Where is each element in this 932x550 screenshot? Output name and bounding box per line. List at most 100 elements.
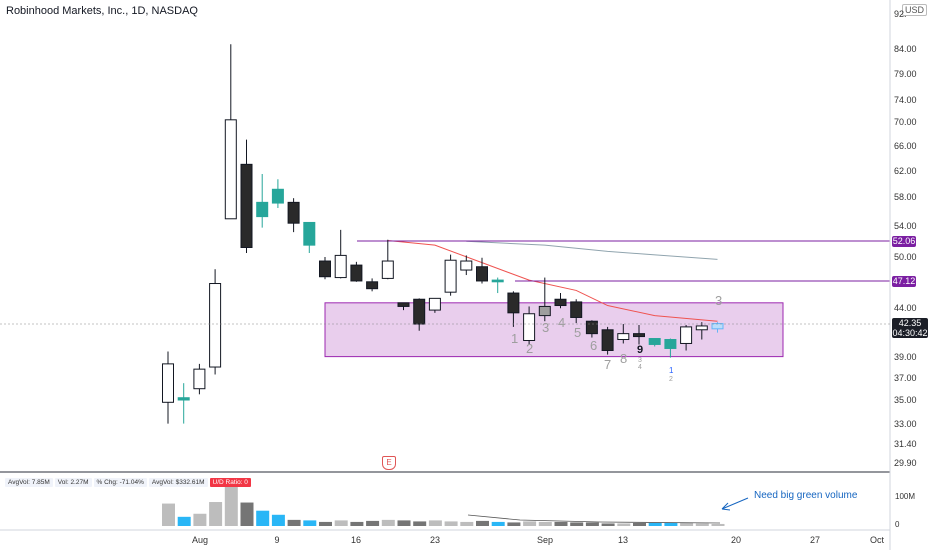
- volume-bar: [633, 522, 646, 526]
- level-tag-lower: 47.12: [892, 276, 916, 287]
- candle-body: [460, 260, 473, 271]
- price-tick-label: 92.: [894, 9, 907, 19]
- time-tick-label: 20: [730, 535, 742, 545]
- candle-body: [554, 298, 567, 307]
- moving-average-fast: [387, 240, 718, 322]
- td-count-setup-9: 9: [637, 344, 644, 356]
- td-count-label: 3: [715, 293, 723, 308]
- annotation-note[interactable]: Need big green volume: [754, 490, 858, 501]
- volume-bar: [303, 520, 317, 526]
- candle-body: [601, 329, 614, 351]
- candle-body: [695, 325, 708, 331]
- volume-bar: [585, 522, 599, 526]
- level-tag-upper: 52.06: [892, 236, 916, 247]
- td-count-label: 1: [511, 331, 519, 346]
- volume-bar: [287, 519, 301, 526]
- volume-bar: [554, 521, 568, 526]
- volume-bar: [695, 523, 709, 526]
- volume-bar: [460, 521, 474, 526]
- candle-body: [570, 301, 583, 318]
- candle-body: [680, 326, 693, 344]
- candle-body: [428, 297, 441, 311]
- price-tick-label: 50.00: [894, 251, 917, 262]
- candle-body: [413, 298, 426, 325]
- last-price-tag: 42.35 04:30:42: [892, 318, 928, 338]
- price-tick-label: 79.00: [894, 68, 917, 79]
- price-tick-label: 39.00: [894, 351, 917, 362]
- volume-bar: [601, 523, 615, 526]
- price-tick-label: 29.90: [894, 458, 917, 469]
- volume-bar: [209, 502, 223, 526]
- volume-bar: [680, 522, 694, 526]
- candle-body: [538, 305, 551, 317]
- td-count-label: 5: [574, 325, 582, 340]
- candle-body: [585, 320, 598, 335]
- volume-bar: [413, 521, 427, 526]
- symbol-title[interactable]: Robinhood Markets, Inc., 1D, NASDAQ: [6, 5, 198, 17]
- earnings-icon[interactable]: E: [382, 456, 396, 470]
- time-tick-label: Sep: [536, 535, 554, 545]
- volume-bar: [397, 520, 411, 526]
- td-count-label: 3: [542, 320, 550, 335]
- volume-bar: [491, 521, 505, 526]
- price-tick-label: 74.00: [894, 94, 917, 105]
- volume-stats: AvgVol: 7.85M Vol: 2.27M % Chg: -71.04% …: [5, 478, 251, 487]
- time-tick-label: 16: [350, 535, 362, 545]
- avg-volume-stat: AvgVol: 7.85M: [5, 478, 53, 487]
- td-count-label: 3: [638, 357, 642, 364]
- last-price-value: 42.35: [898, 318, 922, 328]
- price-tick-label: 62.00: [894, 165, 917, 176]
- td-count-label: 1: [669, 366, 674, 375]
- candle-body: [444, 259, 457, 293]
- volume-bar: [523, 521, 537, 526]
- candle-body: [476, 266, 488, 282]
- candle-body: [397, 302, 410, 307]
- candle-body: [162, 363, 174, 403]
- volume-average-line: [467, 514, 721, 524]
- candle-body: [224, 119, 237, 220]
- volume-bar: [366, 520, 380, 526]
- price-tick-label: 37.00: [894, 372, 917, 383]
- level-tag-lower-value: 47.12: [892, 276, 916, 286]
- volume-axis-bottom: 0: [895, 520, 900, 529]
- td-count-label: 4: [638, 364, 642, 371]
- earnings-label: E: [386, 458, 392, 467]
- change-stat: % Chg: -71.04%: [93, 478, 147, 487]
- volume-bar: [224, 478, 238, 526]
- consolidation-zone: [324, 302, 784, 358]
- candle-body: [491, 279, 504, 283]
- volume-bar: [193, 513, 207, 526]
- candle-body: [711, 323, 724, 330]
- candle-body: [271, 188, 284, 204]
- time-tick-label: Aug: [191, 535, 209, 545]
- price-tick-label: 35.00: [894, 395, 917, 405]
- candle-body: [287, 201, 300, 224]
- volume-bar: [350, 521, 364, 526]
- time-tick-label: 13: [617, 535, 629, 545]
- td-count-label: 7: [604, 357, 612, 372]
- candle-body: [177, 397, 190, 401]
- moving-average-slow: [466, 240, 718, 260]
- avg-dollar-volume-stat: AvgVol: $332.61M: [148, 478, 208, 487]
- volume-axis-top: 100M: [895, 492, 916, 501]
- td-count-label: 4: [558, 315, 566, 330]
- price-tick-label: 54.00: [894, 221, 917, 232]
- price-tick-label: 58.00: [894, 192, 917, 203]
- td-count-label: 2: [526, 341, 534, 356]
- candle-body: [648, 338, 661, 345]
- volume-stat: Vol: 2.27M: [54, 478, 92, 487]
- candle-body: [209, 283, 222, 368]
- volume-bar: [271, 514, 285, 526]
- volume-bar: [444, 521, 458, 526]
- volume-bar: [319, 521, 332, 526]
- volume-bar: [507, 522, 521, 526]
- price-tick-label: 84.00: [894, 44, 917, 54]
- price-tick-label: 33.00: [894, 418, 917, 429]
- currency-label[interactable]: USD: [902, 4, 928, 16]
- volume-bar: [538, 521, 552, 526]
- candle-body: [319, 260, 331, 278]
- candle-body: [507, 292, 520, 314]
- time-tick-label: 9: [274, 535, 280, 545]
